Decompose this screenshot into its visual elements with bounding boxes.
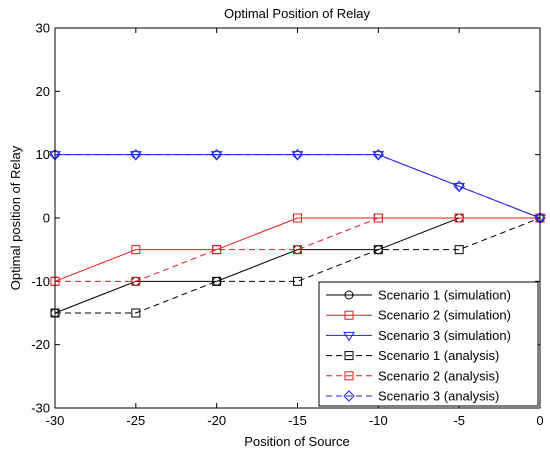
legend-label: Scenario 2 (simulation) (378, 308, 511, 323)
data-point (372, 148, 385, 161)
y-tick-label: 10 (36, 147, 50, 162)
data-point (454, 213, 464, 223)
legend-marker (344, 351, 354, 361)
y-axis-label: Optimal position of Relay (8, 145, 23, 290)
legend-box (318, 281, 539, 407)
data-point (131, 308, 141, 318)
legend-entry: Scenario 3 (simulation) (326, 328, 511, 343)
x-tick-label: -20 (207, 413, 226, 428)
data-point (129, 151, 142, 161)
legend-label: Scenario 1 (analysis) (378, 348, 499, 363)
legend-label: Scenario 1 (simulation) (378, 288, 511, 303)
legend-marker (344, 371, 354, 381)
legend-marker (344, 290, 354, 300)
x-tick-label: -10 (369, 413, 388, 428)
y-tick-label: -10 (31, 274, 50, 289)
series-line (54, 217, 540, 282)
legend-marker (344, 310, 354, 320)
legend-marker (343, 390, 355, 402)
y-tick-label: -20 (31, 337, 50, 352)
legend-label: Scenario 2 (analysis) (378, 368, 499, 383)
legend-entry: Scenario 1 (simulation) (326, 288, 511, 303)
data-point (291, 151, 304, 161)
legend-label: Scenario 3 (analysis) (378, 389, 499, 404)
series-line (55, 217, 540, 282)
data-point (291, 148, 304, 161)
chart-title: Optimal Position of Relay (224, 6, 370, 21)
x-tick-label: -5 (453, 413, 465, 428)
data-point (293, 276, 302, 286)
y-tick-label: 0 (43, 211, 50, 226)
data-point (212, 276, 222, 286)
x-tick-label: -25 (126, 413, 145, 428)
data-point (454, 245, 464, 255)
data-point (293, 213, 302, 223)
y-tick-label: -30 (31, 401, 50, 416)
data-point (131, 245, 141, 255)
legend-marker (343, 331, 355, 342)
x-tick-label: -15 (288, 413, 307, 428)
y-tick-label: 30 (36, 21, 50, 36)
data-point (212, 245, 222, 255)
data-point (293, 245, 302, 255)
data-point (372, 151, 385, 161)
x-tick-label: 0 (536, 413, 543, 428)
data-point (131, 276, 141, 286)
data-point (130, 148, 142, 161)
data-point (210, 148, 223, 161)
legend: Scenario 1 (simulation) Scenario 2 (simul… (318, 281, 539, 407)
data-point (210, 151, 223, 161)
legend-entry: Scenario 2 (analysis) (326, 368, 499, 383)
series-line (55, 217, 541, 314)
data-point (373, 245, 383, 255)
data-point (453, 180, 465, 193)
plot-frame (54, 27, 541, 409)
legend-label: Scenario 3 (simulation) (378, 328, 511, 343)
series-line (55, 154, 541, 219)
legend-entry: Scenario 3 (analysis) (326, 389, 499, 404)
x-tick-label: -30 (46, 413, 65, 428)
y-tick-label: 20 (36, 84, 50, 99)
legend-entry: Scenario 2 (simulation) (326, 308, 511, 323)
data-point (373, 213, 383, 223)
legend-entry: Scenario 1 (analysis) (326, 348, 499, 363)
x-axis-label: Position of Source (244, 434, 350, 449)
